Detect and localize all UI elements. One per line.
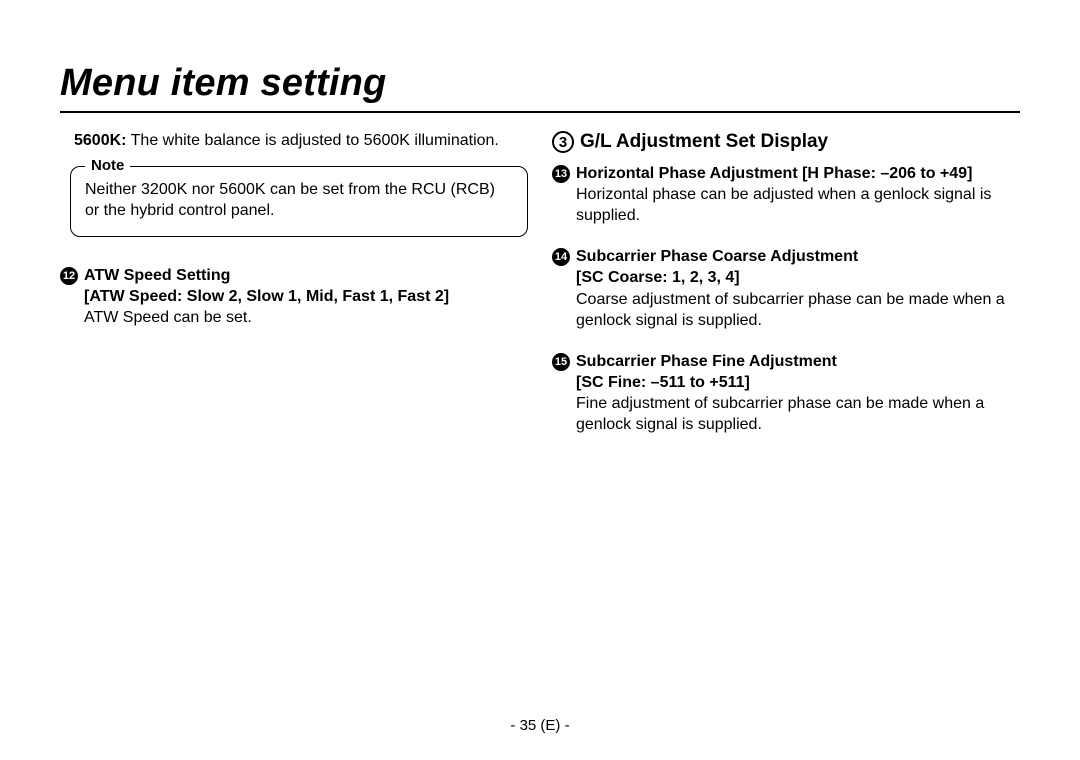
item-14-body: Subcarrier Phase Coarse Adjustment [SC C… <box>576 246 1020 330</box>
note-box: Note Neither 3200K nor 5600K can be set … <box>70 166 528 237</box>
item-12-sub: [ATW Speed: Slow 2, Slow 1, Mid, Fast 1,… <box>84 286 528 307</box>
item-14: 14 Subcarrier Phase Coarse Adjustment [S… <box>552 246 1020 330</box>
whitebalance-entry: 5600K: The white balance is adjusted to … <box>60 131 528 152</box>
item-14-sub: [SC Coarse: 1, 2, 3, 4] <box>576 267 1020 288</box>
item-12-body: ATW Speed Setting [ATW Speed: Slow 2, Sl… <box>84 265 528 328</box>
page-number: - 35 (E) - <box>0 717 1080 734</box>
left-column: 5600K: The white balance is adjusted to … <box>60 131 528 455</box>
item-12: 12 ATW Speed Setting [ATW Speed: Slow 2,… <box>60 265 528 328</box>
item-12-number-icon: 12 <box>60 267 78 285</box>
item-15: 15 Subcarrier Phase Fine Adjustment [SC … <box>552 351 1020 435</box>
item-15-number-icon: 15 <box>552 353 570 371</box>
section-number-icon: 3 <box>552 131 574 153</box>
item-13-desc: Horizontal phase can be adjusted when a … <box>576 184 1020 226</box>
title-rule <box>60 111 1020 113</box>
page: Menu item setting 5600K: The white balan… <box>0 0 1080 760</box>
section-heading: 3 G/L Adjustment Set Display <box>552 131 1020 153</box>
item-15-head: Subcarrier Phase Fine Adjustment <box>576 351 1020 372</box>
item-15-desc: Fine adjustment of subcarrier phase can … <box>576 393 1020 435</box>
whitebalance-label: 5600K: <box>74 132 126 149</box>
item-14-number-icon: 14 <box>552 248 570 266</box>
item-15-sub: [SC Fine: –511 to +511] <box>576 372 1020 393</box>
note-text: Neither 3200K nor 5600K can be set from … <box>85 181 495 220</box>
right-column: 3 G/L Adjustment Set Display 13 Horizont… <box>552 131 1020 455</box>
item-15-body: Subcarrier Phase Fine Adjustment [SC Fin… <box>576 351 1020 435</box>
item-14-desc: Coarse adjustment of subcarrier phase ca… <box>576 289 1020 331</box>
note-label: Note <box>85 156 130 176</box>
columns: 5600K: The white balance is adjusted to … <box>60 131 1020 455</box>
item-13: 13 Horizontal Phase Adjustment [H Phase:… <box>552 163 1020 226</box>
page-title: Menu item setting <box>60 62 1020 109</box>
item-12-desc: ATW Speed can be set. <box>84 307 528 328</box>
item-13-head: Horizontal Phase Adjustment [H Phase: –2… <box>576 163 1020 184</box>
item-14-head: Subcarrier Phase Coarse Adjustment <box>576 246 1020 267</box>
item-13-number-icon: 13 <box>552 165 570 183</box>
item-13-body: Horizontal Phase Adjustment [H Phase: –2… <box>576 163 1020 226</box>
section-heading-text: G/L Adjustment Set Display <box>580 131 828 153</box>
whitebalance-text: The white balance is adjusted to 5600K i… <box>131 132 499 149</box>
item-12-head: ATW Speed Setting <box>84 265 528 286</box>
